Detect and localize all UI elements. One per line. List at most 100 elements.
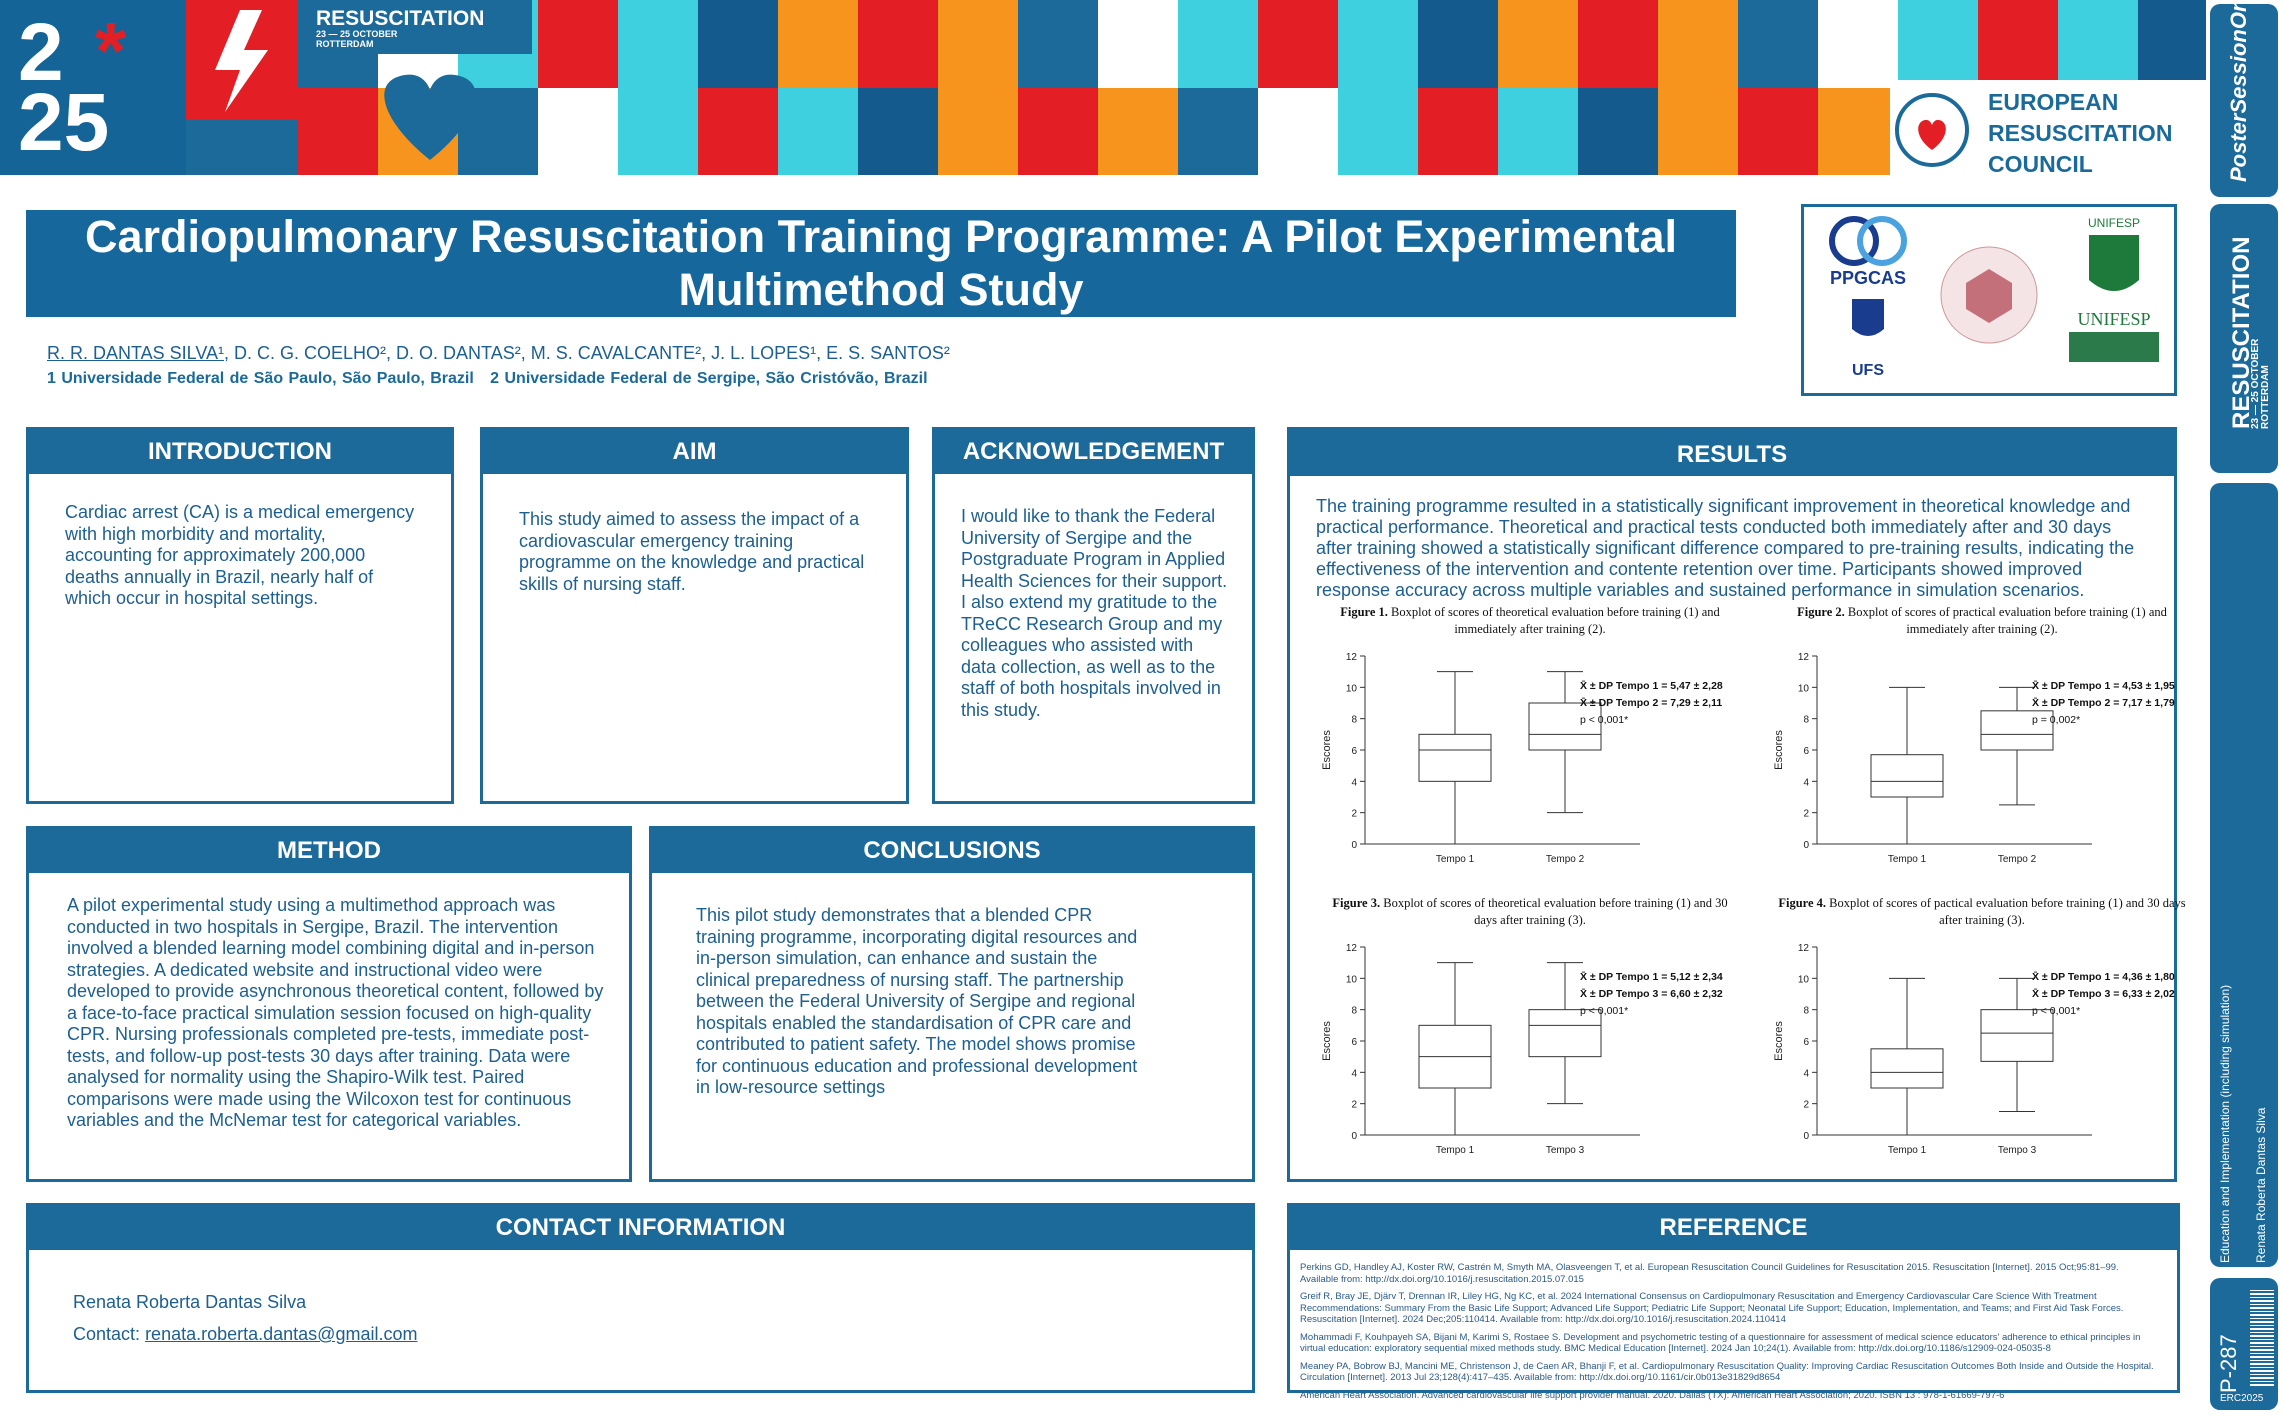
figure-caption: Figure 2. Boxplot of scores of practical… — [1762, 604, 2202, 644]
section-heading: REFERENCE — [1290, 1206, 2177, 1250]
sidebar-info: Education and Implementation (including … — [2210, 483, 2278, 1267]
y-tick-label: 0 — [1803, 1131, 1809, 1142]
sidebar-topic: Education and Implementation (including … — [2218, 984, 2232, 1263]
y-tick-label: 2 — [1351, 809, 1357, 820]
lightning — [215, 10, 268, 112]
section-text: The training programme resulted in a sta… — [1316, 496, 2135, 600]
tile — [1338, 0, 1418, 88]
y-tick-label: 8 — [1803, 715, 1809, 726]
contact-email[interactable]: renata.roberta.dantas@gmail.com — [145, 1324, 418, 1344]
y-tick-label: 0 — [1351, 1131, 1357, 1142]
y-tick-label: 10 — [1346, 974, 1358, 985]
section-heading: RESULTS — [1290, 430, 2174, 476]
tile — [1738, 0, 1818, 88]
heart — [384, 74, 476, 160]
ppgcas-mark — [1829, 216, 1879, 266]
logo-panel: PPGCAS UFS UNIFESP UNIFESP — [1801, 204, 2177, 396]
event-tile — [300, 0, 532, 54]
x-tick-label: Tempo 1 — [1436, 854, 1475, 865]
caption-text: Boxplot of scores of theoretical evaluat… — [1383, 896, 1728, 927]
logo-text: UFS — [1852, 362, 1884, 379]
tile — [698, 88, 778, 175]
barcode — [2250, 1288, 2274, 1386]
erc-heart — [1918, 119, 1946, 150]
tile — [858, 0, 938, 88]
erc-name: RESUSCITATION — [1988, 120, 2172, 146]
banner: 2 * 25 RESUSCITATION 23 — 25 OCTOBER ROT… — [0, 0, 2206, 175]
brand: PosterSessionOnline — [2226, 0, 2251, 182]
sidebar-brand: PosterSessionOnline — [2210, 0, 2278, 197]
reference: REFERENCE Perkins GD, Handley AJ, Koster … — [1287, 1203, 2180, 1401]
x-tick-label: Tempo 3 — [1546, 1145, 1585, 1156]
figure-label: Figure 1. — [1340, 605, 1388, 619]
section-heading: INTRODUCTION — [29, 430, 451, 474]
tile — [858, 88, 938, 175]
y-tick-label: 2 — [1351, 1100, 1357, 1111]
affiliations: 1 Universidade Federal de São Paulo, São… — [47, 370, 928, 388]
logo-text: PPGCAS — [1830, 268, 1906, 288]
co-authors: , D. C. G. COELHO², D. O. DANTAS², M. S.… — [224, 343, 950, 363]
unifesp-building — [2069, 332, 2159, 362]
logo-text: UNIFESP — [2088, 216, 2140, 230]
section-heading: CONTACT INFORMATION — [29, 1206, 1252, 1250]
method: METHOD A pilot experimental study using a… — [26, 826, 632, 1182]
contact: CONTACT INFORMATION Renata Roberta Danta… — [26, 1203, 1255, 1393]
x-tick-label: Tempo 1 — [1436, 1145, 1475, 1156]
y-tick-label: 6 — [1803, 746, 1809, 757]
figure-caption: Figure 1. Boxplot of scores of theoretic… — [1310, 604, 1750, 644]
poster-title: Cardiopulmonary Resuscitation Training P… — [26, 210, 1736, 317]
contact-body: Renata Roberta Dantas Silva Contact: rena… — [29, 1250, 1252, 1350]
aim: AIM This study aimed to assess the impact… — [480, 427, 909, 804]
y-tick-label: 10 — [1798, 683, 1810, 694]
reference-item: Mohammadi F, Kouhpayeh SA, Bijani M, Kar… — [1300, 1331, 2141, 1355]
tile — [1658, 88, 1738, 175]
stat-label: X̄ ± DP Tempo 1 = 4,36 ± 1,80 — [2032, 971, 2175, 983]
reference-item: Meaney PA, Bobrow BJ, Mancini ME, Christ… — [1300, 1360, 2154, 1384]
box — [1528, 1009, 1602, 1058]
logos: PPGCAS UFS UNIFESP UNIFESP — [1829, 216, 2159, 379]
authors: R. R. DANTAS SILVA¹, D. C. G. COELHO², D… — [47, 343, 950, 364]
y-tick-label: 2 — [1803, 809, 1809, 820]
section-text: Cardiac arrest (CA) is a medical emergen… — [65, 502, 415, 608]
y-tick-label: 12 — [1798, 943, 1810, 954]
stat-label: X̄ ± DP Tempo 1 = 5,47 ± 2,28 — [1580, 680, 1723, 692]
tile — [698, 0, 778, 88]
y-tick-label: 6 — [1803, 1037, 1809, 1048]
boxplot-chart: 0 2 4 6 8 10 12 Escores Tempo 1 Tempo 3 X̄ ± DP Te… — [1773, 943, 2175, 1156]
reference-item: Perkins GD, Handley AJ, Koster RW, Castr… — [1300, 1262, 2119, 1285]
stat-label: X̄ ± DP Tempo 3 = 6,33 ± 2,02 — [2032, 988, 2175, 1000]
tile — [2058, 0, 2138, 88]
stat-label: p = 0,002* — [2032, 714, 2080, 726]
erc-lungs — [1895, 93, 1969, 167]
tile — [778, 0, 858, 88]
x-tick-label: Tempo 1 — [1888, 854, 1927, 865]
tile — [1258, 88, 1338, 175]
logo-text: UNIFESP — [2077, 309, 2150, 329]
y-tick-label: 8 — [1803, 1006, 1809, 1017]
presenting-author: R. R. DANTAS SILVA¹ — [47, 343, 225, 363]
y-tick-label: 0 — [1351, 840, 1357, 851]
y-tick-label: 12 — [1346, 943, 1358, 954]
tile — [1178, 88, 1258, 175]
caption-text: Boxplot of scores of theoretical evaluat… — [1391, 605, 1720, 636]
tile — [1738, 88, 1818, 175]
ufs-shield — [1852, 299, 1884, 336]
tile — [1658, 0, 1738, 88]
tile — [1978, 0, 2058, 88]
tile — [938, 0, 1018, 88]
logo-2: 2 — [18, 7, 64, 98]
tile — [1018, 88, 1098, 175]
y-tick-label: 2 — [1803, 1100, 1809, 1111]
figure: Figure 4. Boxplot of scores of pactical … — [1762, 895, 2202, 1175]
y-axis-label: Escores — [1321, 730, 1333, 770]
tile — [1418, 88, 1498, 175]
box — [1980, 710, 2054, 751]
x-tick-label: Tempo 2 — [1546, 854, 1585, 865]
logo-star: * — [95, 6, 127, 95]
tile — [1818, 88, 1898, 175]
figure: Figure 3. Boxplot of scores of theoretic… — [1310, 895, 1750, 1175]
box — [1980, 1009, 2054, 1062]
erc-name: COUNCIL — [1988, 151, 2093, 175]
box — [1528, 702, 1602, 751]
contact-name: Renata Roberta Dantas Silva — [73, 1292, 307, 1312]
